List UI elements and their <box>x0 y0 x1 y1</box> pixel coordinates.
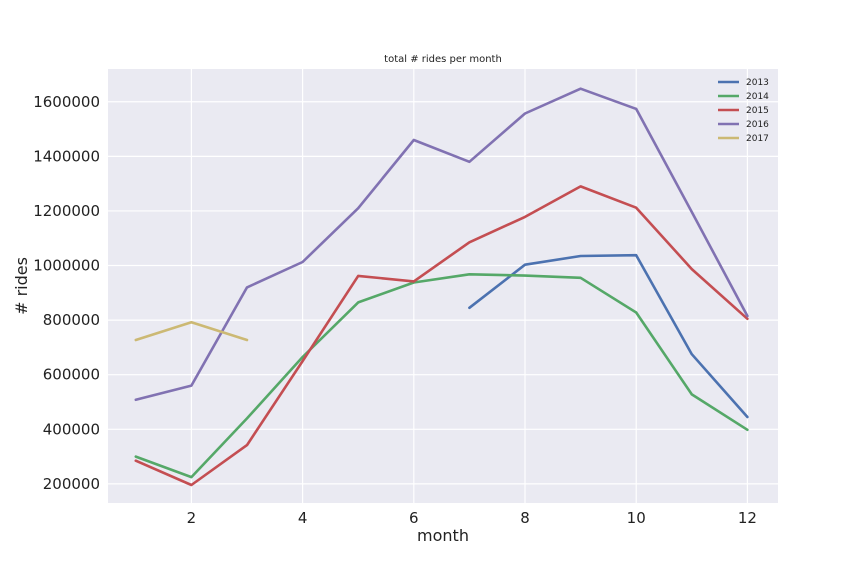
y-tick-label: 1000000 <box>33 257 100 275</box>
series-line-2015 <box>134 185 749 487</box>
x-tick-label: 2 <box>187 509 197 527</box>
x-tick-label: 8 <box>520 509 530 527</box>
x-tick-label: 4 <box>298 509 308 527</box>
series-line-2013 <box>468 253 749 419</box>
series-lines <box>134 87 749 487</box>
y-tick-label: 1400000 <box>33 147 100 165</box>
legend-label-2014: 2014 <box>746 92 769 102</box>
legend-label-2013: 2013 <box>746 78 769 88</box>
y-tick-label: 1200000 <box>33 202 100 220</box>
x-tick-label: 12 <box>738 509 757 527</box>
series-line-2017 <box>134 320 249 342</box>
x-axis-label: month <box>417 526 469 545</box>
x-tick-label: 6 <box>409 509 419 527</box>
y-axis-label: # rides <box>12 257 31 315</box>
y-tick-label: 800000 <box>43 311 100 329</box>
y-tick-label: 200000 <box>43 475 100 493</box>
legend-label-2015: 2015 <box>746 106 769 116</box>
y-tick-label: 1600000 <box>33 93 100 111</box>
legend-label-2017: 2017 <box>746 134 769 144</box>
series-line-2016 <box>134 87 749 402</box>
y-tick-label: 400000 <box>43 420 100 438</box>
grid <box>108 69 778 503</box>
y-tick-label: 600000 <box>43 366 100 384</box>
chart-title: total # rides per month <box>384 54 502 65</box>
legend: 2013 2014 2015 2016 2017 <box>718 78 769 144</box>
legend-label-2016: 2016 <box>746 120 769 130</box>
series-line-2014 <box>134 272 749 479</box>
tick-labels: 2 4 6 8 10 12 200000 400000 600000 800000 1000000 1… <box>33 93 757 527</box>
plot-area <box>108 69 778 503</box>
x-tick-label: 10 <box>627 509 646 527</box>
